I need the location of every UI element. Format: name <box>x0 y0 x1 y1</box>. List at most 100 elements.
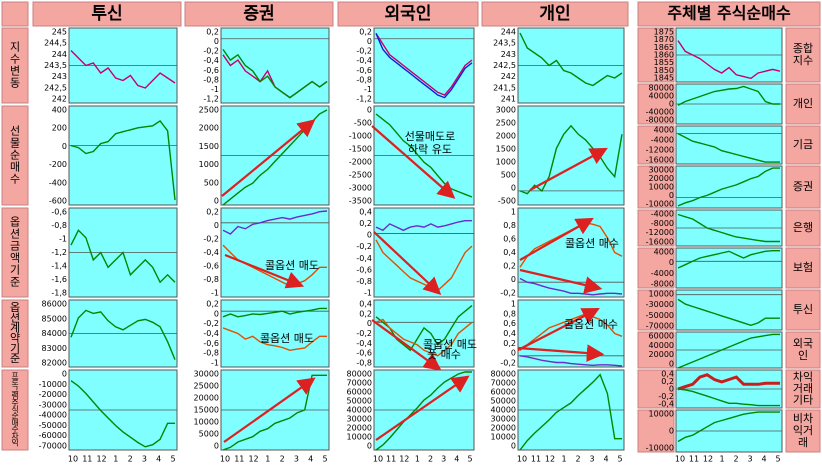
y-tick-label: 241 <box>501 95 516 104</box>
y-tick-label: -1 <box>211 85 219 94</box>
y-tick-label: 0,6 <box>503 319 516 328</box>
y-tick-label: 0 <box>367 231 372 240</box>
y-tick-label: -1 <box>59 235 67 244</box>
x-tick-label: 12 <box>703 455 713 464</box>
y-tick-label: 60000 <box>491 388 516 397</box>
y-tick-label: 0 <box>367 37 372 46</box>
y-tick-label: 80000 <box>347 370 372 379</box>
x-tick-label: 2 <box>428 455 433 464</box>
y-tick-label: 0,2 <box>661 377 674 386</box>
trend-arrow <box>375 375 470 441</box>
row-label-char: 수 <box>10 53 20 66</box>
plot-area <box>517 105 625 206</box>
y-tick-label: -0,8 <box>203 275 219 284</box>
y-tick-label: -0,2 <box>203 319 219 328</box>
right-row-label: 인 <box>798 349 808 362</box>
y-tick-label: -600 <box>49 197 67 206</box>
right-label-cell <box>785 331 821 369</box>
row-label-char: 동 <box>10 77 20 90</box>
y-tick-label: 0,6 <box>503 235 516 244</box>
annotation-text: 선물매도로 <box>405 130 456 143</box>
y-tick-label: 242 <box>52 95 67 104</box>
y-tick-label: -3500 <box>349 197 372 206</box>
y-tick-label: 10000 <box>194 418 219 427</box>
y-tick-label: 85000 <box>42 314 67 323</box>
y-tick-label: 4000 <box>654 126 674 135</box>
row-label-char: 순 <box>10 149 20 162</box>
right-axis-cell <box>637 409 675 453</box>
row-label-char: 션 <box>10 228 20 241</box>
y-tick-label: -0,8 <box>203 75 219 84</box>
y-tick-label: -0,4 <box>356 56 372 65</box>
x-tick-label: 4 <box>454 455 459 464</box>
x-tick-label: 12 <box>248 455 258 464</box>
y-tick-label: -8000 <box>651 280 674 289</box>
y-tick-label: 400 <box>52 106 67 115</box>
row-label-char: 선 <box>10 125 20 138</box>
y-tick-label: 83000 <box>42 344 67 353</box>
annotation-text: 콜옵션 매수 <box>565 237 619 250</box>
right-row-label: 거래 <box>793 382 813 395</box>
y-tick-label: 0 <box>214 442 219 451</box>
y-tick-label: -0,6 <box>203 339 219 348</box>
plot-area <box>517 299 625 368</box>
series-line <box>375 219 472 232</box>
y-tick-label: -0,4 <box>203 329 219 338</box>
y-tick-label: -1500 <box>349 145 372 154</box>
y-tick-label: -0,8 <box>203 349 219 358</box>
x-tick-label: 4 <box>308 455 313 464</box>
y-tick-label: -70000 <box>39 442 67 451</box>
right-row-label: 외국 <box>793 337 813 350</box>
column-title: 투신 <box>91 4 122 24</box>
y-tick-label: 1860 <box>654 51 674 60</box>
y-tick-label: 1000 <box>199 160 219 169</box>
y-tick-label: 500 <box>501 171 516 180</box>
y-tick-label: 1845 <box>654 74 674 83</box>
y-tick-label: -0,2 <box>203 47 219 56</box>
y-tick-label: -20000 <box>39 390 67 399</box>
x-tick-label: 1 <box>113 455 118 464</box>
y-tick-label: -0,6 <box>203 66 219 75</box>
row-label-cell <box>1 105 29 206</box>
y-tick-label: 0 <box>669 100 674 109</box>
y-tick-label: 0,4 <box>503 329 516 338</box>
right-label-cell <box>785 165 821 209</box>
series-line <box>519 277 623 296</box>
plot-area <box>675 125 783 165</box>
y-tick-label: -30000 <box>39 400 67 409</box>
x-tick-label: 1 <box>561 455 566 464</box>
series-line <box>677 411 780 443</box>
trend-arrow <box>519 268 603 294</box>
y-tick-label: 1850 <box>654 66 674 75</box>
series-line <box>519 32 623 87</box>
x-tick-label: 11 <box>386 455 396 464</box>
x-tick-label: 2 <box>733 455 738 464</box>
y-tick-label: -3000 <box>349 184 372 193</box>
y-tick-label: 40000 <box>649 92 674 101</box>
right-label-cell <box>785 209 821 247</box>
y-tick-label: 4000 <box>654 248 674 257</box>
x-tick-label: 12 <box>399 455 409 464</box>
y-tick-label: 0 <box>367 319 372 328</box>
y-tick-label: 40000 <box>491 406 516 415</box>
row-label-char: 지 <box>10 41 20 54</box>
y-tick-label: 0 <box>62 142 67 151</box>
y-tick-label: 500 <box>204 178 219 187</box>
y-tick-label: -8000 <box>651 219 674 228</box>
y-tick-label: 1000 <box>496 158 516 167</box>
y-tick-label: 10000 <box>347 433 372 442</box>
series-line <box>222 210 328 235</box>
annotation-text: 콜옵션 매수 <box>564 318 618 331</box>
right-label-cell <box>785 247 821 289</box>
y-tick-label: -0,6 <box>356 265 372 274</box>
y-tick-label: 0,2 <box>359 219 372 228</box>
y-tick-label: 84000 <box>42 329 67 338</box>
series-line <box>519 313 623 351</box>
series-line <box>222 49 328 99</box>
row-label-char: 계 <box>10 321 20 334</box>
y-tick-label: 0 <box>511 184 516 193</box>
y-tick-label: 15000 <box>194 406 219 415</box>
y-tick-label: 0,4 <box>359 208 372 217</box>
right-header <box>637 1 821 27</box>
y-tick-label: 20000 <box>347 424 372 433</box>
